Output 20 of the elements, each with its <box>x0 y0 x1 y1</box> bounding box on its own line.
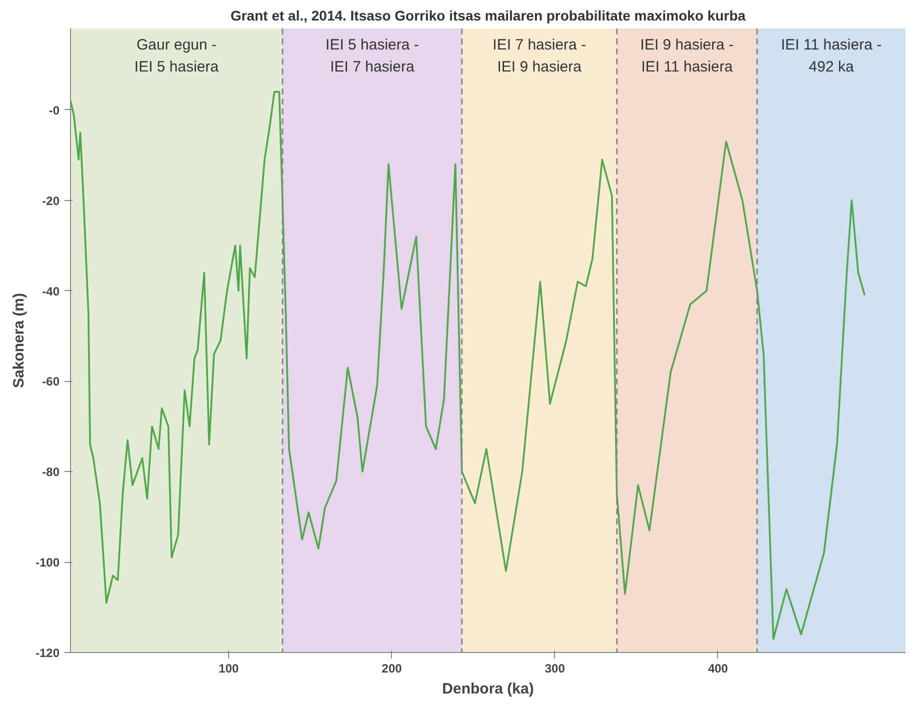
x-tick-label: 100 <box>218 662 240 676</box>
chart-title: Grant et al., 2014. Itsaso Gorriko itsas mailaren probabilitate maximoko kurba <box>230 8 746 24</box>
y-tick-label: -20 <box>42 194 60 208</box>
line-series <box>70 90 866 640</box>
y-tick-label: -40 <box>42 284 60 298</box>
y-axis-title: Sakonera (m) <box>10 292 28 388</box>
band-label: IEI 5 hasiera - IEI 7 hasiera <box>326 36 419 76</box>
band-label: Gaur egun - IEI 5 hasiera <box>134 36 220 76</box>
y-tick-label: -120 <box>35 646 60 660</box>
y-tick-label: -60 <box>42 374 60 389</box>
y-tick-label: -80 <box>42 465 60 480</box>
y-tick-label: -100 <box>35 556 60 570</box>
band-label: IEI 11 hasiera - 492 ka <box>780 36 882 76</box>
x-tick-label: 400 <box>708 662 728 676</box>
x-axis-title: Denbora (ka) <box>442 680 534 698</box>
x-tick-label: 200 <box>382 662 402 676</box>
band-label: IEI 7 hasiera - IEI 9 hasiera <box>492 36 586 76</box>
band-label: IEI 9 hasiera - IEI 11 hasiera <box>640 36 734 76</box>
y-tick-label: -0 <box>48 103 60 118</box>
x-tick-label: 300 <box>544 662 566 676</box>
